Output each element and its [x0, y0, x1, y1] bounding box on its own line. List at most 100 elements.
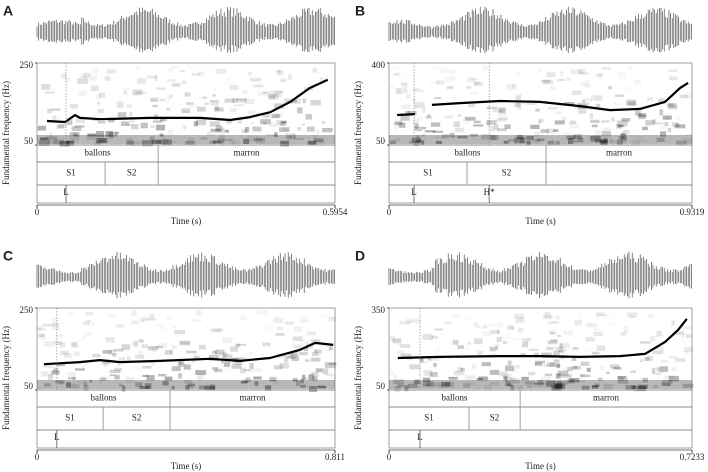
spectrogram-cell — [656, 371, 663, 375]
spectrogram-cell — [317, 385, 326, 389]
spectrogram-cell — [412, 98, 417, 102]
spectrogram-cell — [115, 324, 124, 328]
spectrogram-cell — [667, 103, 677, 109]
spectrogram-cell — [647, 97, 654, 101]
spectrogram-cell — [328, 348, 333, 351]
spectrogram-cell — [548, 329, 557, 336]
spectrogram-cell — [550, 362, 560, 367]
spectrogram-cell — [569, 378, 580, 383]
spectrogram-cell — [393, 379, 404, 384]
spectrogram-cell — [565, 77, 572, 82]
spectrogram-cell — [53, 367, 59, 372]
spectrogram-cell — [311, 352, 320, 357]
y-axis-label: Fundamental frequency (Hz) — [1, 81, 11, 185]
spectrogram-cell — [640, 341, 651, 344]
spectrogram-cell — [285, 321, 294, 325]
y-tick-label: 250 — [20, 305, 34, 315]
spectrogram-cell — [397, 350, 405, 354]
spectrogram-cell — [581, 385, 590, 390]
spectrogram-cell — [218, 353, 229, 357]
spectrogram-cell — [517, 385, 523, 390]
spectrogram-cell — [591, 95, 596, 101]
spectrogram-cell — [179, 69, 186, 73]
spectrogram-cell — [279, 127, 290, 132]
spectrogram-cell — [133, 340, 139, 347]
spectrogram-cell — [91, 68, 98, 74]
spectrogram-cell — [288, 352, 293, 358]
spectrogram-cell — [515, 95, 521, 100]
spectrogram-cell — [614, 367, 621, 370]
spectrogram-cell — [656, 330, 663, 337]
spectrogram-cell — [109, 374, 116, 377]
spectrogram-cell — [60, 73, 67, 79]
spectrogram-cell — [234, 360, 243, 365]
spectrogram-cell — [66, 140, 74, 146]
spectrogram-cell — [191, 319, 203, 322]
spectrogram-cell — [661, 125, 666, 130]
spectrogram-cell — [686, 334, 692, 338]
spectrogram-cell — [661, 383, 671, 386]
spectrogram-cell — [463, 317, 472, 320]
spectrogram-cell — [191, 73, 200, 76]
spectrogram-cell — [230, 108, 237, 113]
spectrogram-cell — [684, 128, 688, 131]
spectrogram-cell — [525, 381, 534, 385]
spectrogram-cell — [146, 75, 157, 79]
spectrogram-cell — [621, 138, 627, 143]
spectrogram-cell — [537, 383, 544, 387]
y-tick-label: 250 — [20, 60, 34, 70]
y-tick-label: 50 — [376, 136, 386, 146]
spectrogram-cell — [159, 133, 164, 137]
spectrogram-cell — [489, 126, 495, 132]
spectrogram-cell — [262, 91, 270, 94]
spectrogram-cell — [498, 107, 506, 114]
spectrogram-cell — [200, 137, 208, 140]
spectrogram-cell — [454, 127, 465, 133]
spectrogram-cell — [52, 321, 57, 325]
spectrogram-cell — [664, 375, 675, 380]
spectrogram-cell — [506, 84, 518, 88]
spectrogram-cell — [394, 385, 401, 392]
spectrogram-cell — [212, 94, 216, 97]
spectrogram-cell — [393, 125, 398, 130]
spectrogram-cell — [108, 131, 118, 137]
spectrogram-cell — [655, 346, 664, 351]
spectrogram-cell — [499, 371, 508, 377]
spectrogram-cell — [77, 78, 88, 84]
spectrogram-cell — [601, 67, 612, 70]
tier-label: ballons — [455, 148, 481, 158]
spectrogram-cell — [224, 129, 229, 133]
spectrogram-cell — [108, 350, 116, 356]
spectrogram-cell — [216, 125, 223, 132]
spectrogram-cell — [540, 129, 549, 133]
spectrogram-cell — [218, 134, 226, 138]
panel-label: B — [355, 3, 365, 19]
spectrogram-cell — [507, 360, 512, 366]
spectrogram-cell — [221, 358, 231, 364]
spectrogram-cell — [321, 120, 326, 124]
spectrogram-cell — [484, 384, 492, 391]
spectrogram-cell — [42, 323, 54, 327]
spectrogram-cell — [167, 130, 174, 136]
spectrogram-cell — [273, 365, 283, 370]
spectrogram-cell — [505, 365, 515, 371]
spectrogram-cell — [434, 328, 444, 331]
spectrogram-cell — [286, 136, 292, 140]
spectrogram-cell — [252, 368, 262, 372]
spectrogram-cell — [172, 325, 177, 329]
spectrogram-cell — [57, 117, 60, 120]
spectrogram-cell — [213, 86, 217, 91]
spectrogram-cell — [125, 123, 132, 126]
spectrogram-cell — [244, 99, 255, 104]
spectrogram-cell — [279, 362, 289, 369]
spectrogram-cell — [44, 91, 54, 94]
spectrogram-cell — [550, 339, 558, 342]
spectrogram-cell — [203, 67, 213, 72]
spectrogram-cell — [60, 350, 69, 356]
spectrogram-cell — [147, 346, 158, 351]
spectrogram-cell — [453, 371, 465, 376]
spectrogram-cell — [211, 351, 218, 354]
spectrogram-cell — [567, 366, 573, 372]
waveform — [388, 251, 692, 299]
tier-label: marron — [593, 393, 619, 403]
